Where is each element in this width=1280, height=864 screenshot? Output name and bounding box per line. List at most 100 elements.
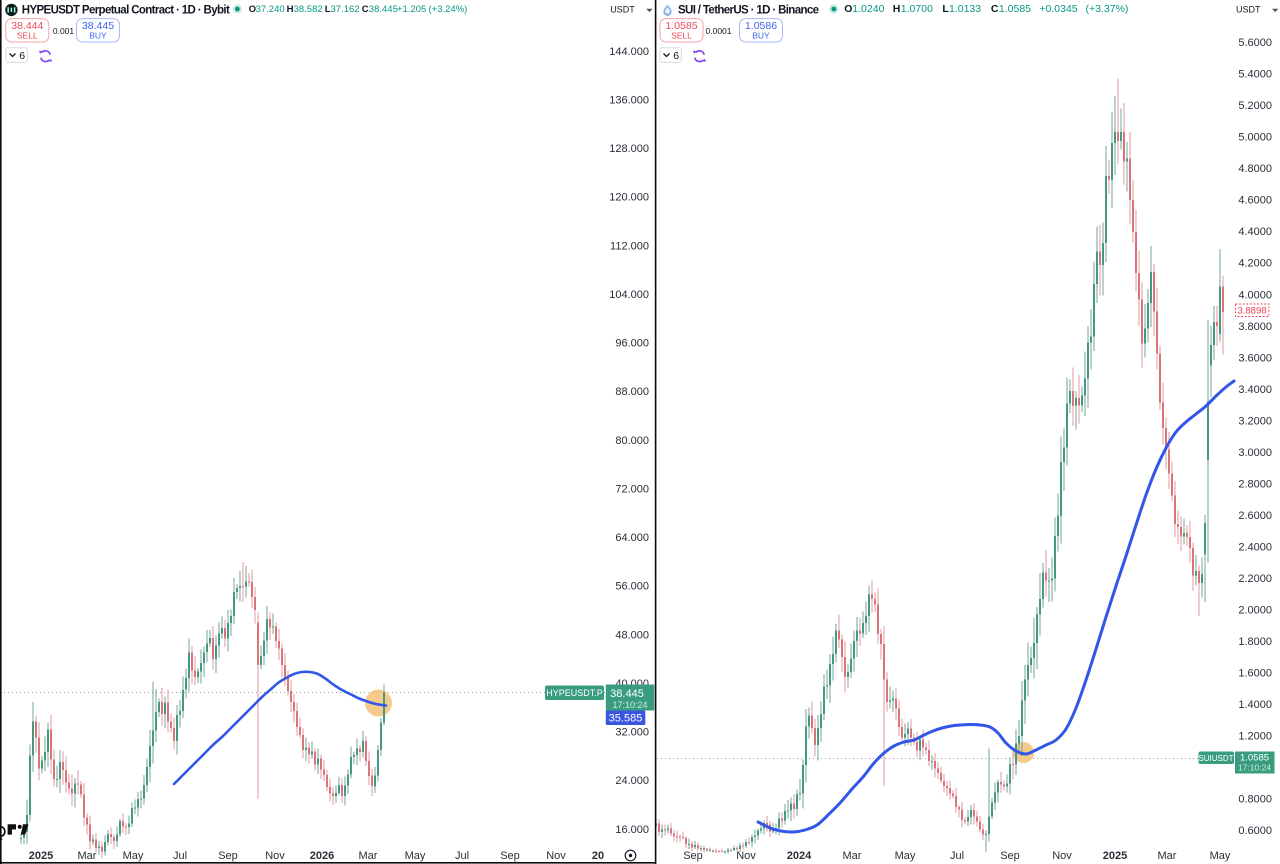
- svg-text:O: O: [844, 3, 852, 15]
- svg-text:20: 20: [592, 850, 604, 862]
- svg-text:2025: 2025: [29, 850, 53, 862]
- svg-text:1.0585: 1.0585: [999, 3, 1031, 15]
- svg-text:5.0000: 5.0000: [1238, 132, 1272, 144]
- svg-text:Mar: Mar: [843, 850, 862, 862]
- svg-text:4.0000: 4.0000: [1238, 289, 1272, 301]
- svg-text:Nov: Nov: [265, 850, 285, 862]
- svg-text:H: H: [893, 3, 901, 15]
- svg-text:37.162: 37.162: [331, 4, 360, 15]
- svg-text:1.0133: 1.0133: [949, 3, 981, 15]
- svg-text:1.0700: 1.0700: [901, 3, 933, 15]
- svg-text:Nov: Nov: [1052, 850, 1072, 862]
- svg-text:(+3.37%): (+3.37%): [1086, 3, 1129, 15]
- svg-text:May: May: [895, 850, 916, 862]
- svg-text:128.000: 128.000: [609, 143, 649, 155]
- svg-text:136.000: 136.000: [609, 94, 649, 106]
- svg-text:1.0586: 1.0586: [745, 20, 777, 32]
- svg-text:32.000: 32.000: [615, 727, 649, 739]
- svg-text:May: May: [123, 850, 144, 862]
- svg-text:5.4000: 5.4000: [1238, 69, 1272, 81]
- svg-text:0.6000: 0.6000: [1238, 825, 1272, 837]
- svg-text:80.000: 80.000: [615, 435, 649, 447]
- svg-text:120.000: 120.000: [609, 192, 649, 204]
- svg-text:Sep: Sep: [218, 850, 238, 862]
- svg-text:38.445: 38.445: [369, 4, 398, 15]
- svg-text:24.000: 24.000: [615, 775, 649, 787]
- svg-text:BUY: BUY: [89, 31, 107, 41]
- svg-text:2.0000: 2.0000: [1238, 605, 1272, 617]
- svg-text:SUIUSDT: SUIUSDT: [1198, 754, 1233, 763]
- svg-text:H: H: [287, 4, 294, 15]
- svg-text:17:10:24: 17:10:24: [612, 700, 647, 710]
- svg-text:6: 6: [673, 50, 679, 62]
- svg-text:USDT: USDT: [610, 4, 635, 14]
- svg-text:2026: 2026: [310, 850, 334, 862]
- svg-text:Sep: Sep: [1000, 850, 1020, 862]
- svg-text:1.6000: 1.6000: [1238, 668, 1272, 680]
- svg-text:38.445: 38.445: [610, 688, 644, 700]
- svg-text:2.2000: 2.2000: [1238, 573, 1272, 585]
- svg-text:2.8000: 2.8000: [1238, 478, 1272, 490]
- svg-text:0.0001: 0.0001: [706, 26, 732, 36]
- svg-text:112.000: 112.000: [610, 240, 649, 252]
- svg-text:37.240: 37.240: [256, 4, 285, 15]
- svg-text:4.6000: 4.6000: [1238, 195, 1272, 207]
- svg-text:1.2000: 1.2000: [1238, 731, 1272, 743]
- svg-text:72.000: 72.000: [615, 483, 649, 495]
- svg-text:104.000: 104.000: [609, 289, 649, 301]
- svg-text:88.000: 88.000: [615, 386, 649, 398]
- svg-text:HYPEUSDT Perpetual Contract ·: HYPEUSDT Perpetual Contract · 1D · Bybit: [22, 5, 230, 17]
- svg-text:0.8000: 0.8000: [1238, 794, 1272, 806]
- svg-text:1.4000: 1.4000: [1238, 699, 1272, 711]
- svg-text:O: O: [249, 4, 256, 15]
- svg-text:5.2000: 5.2000: [1238, 100, 1272, 112]
- svg-text:38.444: 38.444: [11, 20, 43, 32]
- svg-text:Nov: Nov: [546, 850, 566, 862]
- svg-text:2024: 2024: [787, 850, 812, 862]
- svg-text:4.8000: 4.8000: [1238, 163, 1272, 175]
- svg-text:Jul: Jul: [173, 850, 187, 862]
- svg-text:3.2000: 3.2000: [1238, 415, 1272, 427]
- svg-text:USDT: USDT: [1236, 4, 1261, 14]
- svg-text:96.000: 96.000: [615, 338, 649, 350]
- svg-text:2.4000: 2.4000: [1238, 541, 1272, 553]
- svg-text:64.000: 64.000: [615, 532, 649, 544]
- svg-text:L: L: [942, 3, 949, 15]
- svg-text:144.000: 144.000: [609, 46, 649, 58]
- svg-text:48.000: 48.000: [615, 629, 649, 641]
- svg-text:C: C: [991, 3, 999, 15]
- svg-text:3.0000: 3.0000: [1238, 447, 1272, 459]
- svg-text:56.000: 56.000: [615, 581, 649, 593]
- svg-text:SELL: SELL: [671, 31, 692, 41]
- svg-text:2025: 2025: [1103, 850, 1127, 862]
- svg-text:Jul: Jul: [950, 850, 964, 862]
- svg-text:Mar: Mar: [359, 850, 378, 862]
- svg-text:1.0585: 1.0585: [1240, 753, 1269, 764]
- svg-text:Sep: Sep: [683, 850, 703, 862]
- svg-text:May: May: [405, 850, 426, 862]
- svg-text:6: 6: [19, 50, 25, 62]
- svg-text:5.6000: 5.6000: [1238, 37, 1272, 49]
- svg-text:4.4000: 4.4000: [1238, 226, 1272, 238]
- svg-text:SELL: SELL: [17, 31, 38, 41]
- svg-text:+1.205: +1.205: [397, 4, 426, 15]
- svg-text:Mar: Mar: [1158, 850, 1177, 862]
- svg-text:0.001: 0.001: [53, 26, 75, 36]
- svg-text:3.6000: 3.6000: [1238, 352, 1272, 364]
- svg-text:4.2000: 4.2000: [1238, 258, 1272, 270]
- svg-text:3.4000: 3.4000: [1238, 384, 1272, 396]
- svg-text:38.582: 38.582: [294, 4, 323, 15]
- svg-text:3.8000: 3.8000: [1238, 321, 1272, 333]
- svg-text:2.6000: 2.6000: [1238, 510, 1272, 522]
- svg-text:SUI / TetherUS · 1D · Binance: SUI / TetherUS · 1D · Binance: [678, 5, 819, 17]
- svg-text:17:10:24: 17:10:24: [1238, 763, 1271, 773]
- svg-text:(+3.24%): (+3.24%): [429, 4, 468, 15]
- svg-text:38.445: 38.445: [82, 20, 114, 32]
- svg-text:May: May: [1210, 850, 1231, 862]
- svg-text:1.8000: 1.8000: [1238, 636, 1272, 648]
- svg-text:Sep: Sep: [500, 850, 520, 862]
- svg-text:1.0240: 1.0240: [852, 3, 884, 15]
- svg-text:L: L: [325, 4, 331, 15]
- svg-text:Nov: Nov: [736, 850, 756, 862]
- svg-text:C: C: [362, 4, 369, 15]
